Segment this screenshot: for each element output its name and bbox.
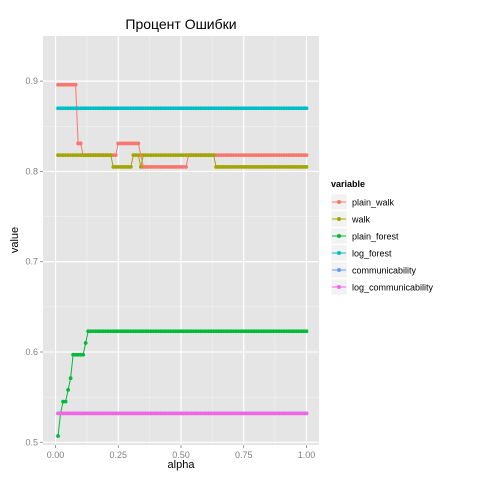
data-point xyxy=(63,399,68,404)
x-tick-label: 0.00 xyxy=(47,450,65,460)
data-point xyxy=(184,165,188,169)
data-point xyxy=(66,388,70,392)
legend-label: log_communicability xyxy=(352,283,434,293)
y-tick-label: 0.6 xyxy=(25,347,38,357)
x-axis-title: alpha xyxy=(168,459,196,471)
series-layer xyxy=(56,82,309,438)
legend-key-point xyxy=(337,234,341,238)
series-log-forest xyxy=(56,106,309,111)
legend-item: plain_forest xyxy=(330,227,399,245)
legend-label: plain_walk xyxy=(352,198,395,208)
data-point xyxy=(304,329,309,334)
legend-label: plain_forest xyxy=(352,232,399,242)
data-point xyxy=(211,153,216,158)
x-tick-label: 0.25 xyxy=(110,450,128,460)
data-point xyxy=(138,165,143,169)
legend-key-point xyxy=(337,200,341,204)
data-point xyxy=(73,82,78,87)
legend-label: log_forest xyxy=(352,249,392,259)
chart-title: Процент Ошибки xyxy=(125,16,236,32)
data-point xyxy=(128,165,133,169)
data-point xyxy=(78,141,83,146)
data-point xyxy=(136,141,141,146)
x-tick-label: 1.00 xyxy=(298,450,316,460)
legend-key-point xyxy=(337,217,341,221)
y-tick-label: 0.5 xyxy=(25,437,38,447)
series-log-communicability xyxy=(56,411,309,416)
legend-item: walk xyxy=(330,210,371,228)
y-tick-label: 0.7 xyxy=(25,257,38,267)
legend-item: communicability xyxy=(330,261,417,279)
data-point xyxy=(304,106,309,111)
data-point xyxy=(56,434,60,438)
data-point xyxy=(81,352,86,357)
x-tick-label: 0.50 xyxy=(172,450,190,460)
data-point xyxy=(304,411,309,416)
legend-key-point xyxy=(337,251,341,255)
data-point xyxy=(68,376,73,381)
y-tick-label: 0.8 xyxy=(25,166,38,176)
legend-item: log_communicability xyxy=(330,278,434,296)
x-tick-label: 0.75 xyxy=(235,450,253,460)
legend-label: walk xyxy=(351,215,371,225)
x-axis-ticks: 0.00 0.25 0.50 0.75 1.00 xyxy=(47,445,315,460)
y-tick-label: 0.9 xyxy=(25,76,38,86)
data-point xyxy=(113,153,118,158)
y-axis-title: value xyxy=(9,227,21,253)
legend-title: variable xyxy=(331,179,365,189)
data-point xyxy=(304,153,309,158)
legend-key-point xyxy=(337,268,341,272)
data-point xyxy=(108,153,113,158)
data-point xyxy=(136,153,141,158)
data-point xyxy=(304,165,309,169)
series-walk xyxy=(56,153,309,169)
legend-item: plain_walk xyxy=(330,193,395,211)
data-point xyxy=(83,341,88,345)
legend-label: communicability xyxy=(352,266,417,276)
series-plain-forest xyxy=(56,329,309,438)
legend-key-point xyxy=(337,285,341,289)
major-gridlines xyxy=(43,36,319,445)
legend-item: log_forest xyxy=(330,244,392,262)
y-axis-ticks: 0.5 0.6 0.7 0.8 0.9 xyxy=(25,76,43,447)
